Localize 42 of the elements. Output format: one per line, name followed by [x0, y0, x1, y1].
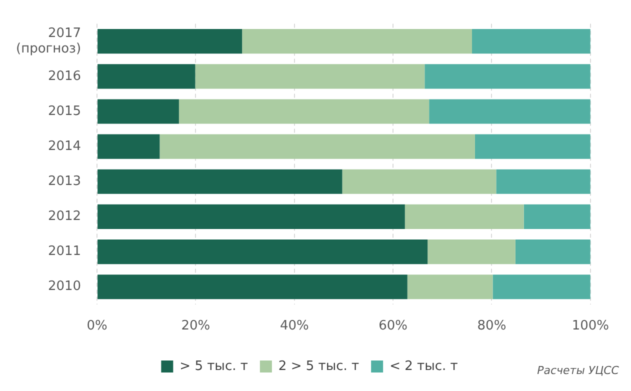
x-tick-label: 20% — [181, 318, 210, 334]
y-tick-label: 2013 — [48, 174, 82, 190]
bar — [404, 204, 524, 229]
y-tick-label: 2017 (прогноз) — [16, 26, 82, 57]
x-tick-label: 100% — [572, 318, 610, 334]
bar — [496, 169, 590, 194]
text: Расчеты УЦСС — [537, 364, 620, 377]
bar — [472, 29, 590, 54]
bar — [98, 29, 242, 54]
bar — [424, 64, 590, 89]
x-tick-label: 40% — [280, 318, 309, 334]
bar — [515, 240, 590, 264]
bar — [342, 169, 496, 194]
x-tick-label: 80% — [477, 318, 506, 334]
y-tick-label: 2014 — [48, 138, 82, 154]
bar — [524, 204, 590, 229]
y-tick-label: 2015 — [48, 104, 82, 119]
bar — [98, 134, 160, 159]
bar — [195, 64, 425, 89]
bar — [492, 274, 590, 300]
legend-label: 2 > 5 тыс. т — [278, 358, 360, 374]
x-tick-label: 0% — [86, 318, 108, 334]
y-tick-label: 2012 — [48, 209, 82, 224]
bar — [407, 274, 493, 300]
y-tick-label: 2011 — [48, 244, 82, 260]
legend-label: < 2 тыс. т — [390, 358, 458, 374]
x-tick-label: 60% — [378, 318, 408, 334]
legend-label: > 5 тыс. т — [180, 358, 248, 374]
bar — [98, 64, 196, 89]
bar — [474, 134, 590, 159]
bar — [242, 29, 472, 54]
bar — [98, 204, 405, 229]
bar — [98, 274, 408, 300]
bar — [98, 240, 428, 264]
bar — [98, 99, 179, 124]
bar — [160, 134, 475, 159]
y-tick-label: 2010 — [48, 279, 82, 294]
bar — [429, 99, 590, 124]
bar — [428, 240, 516, 264]
y-tick-label: 2016 — [48, 68, 82, 84]
bar — [178, 99, 430, 124]
bar — [98, 169, 342, 194]
